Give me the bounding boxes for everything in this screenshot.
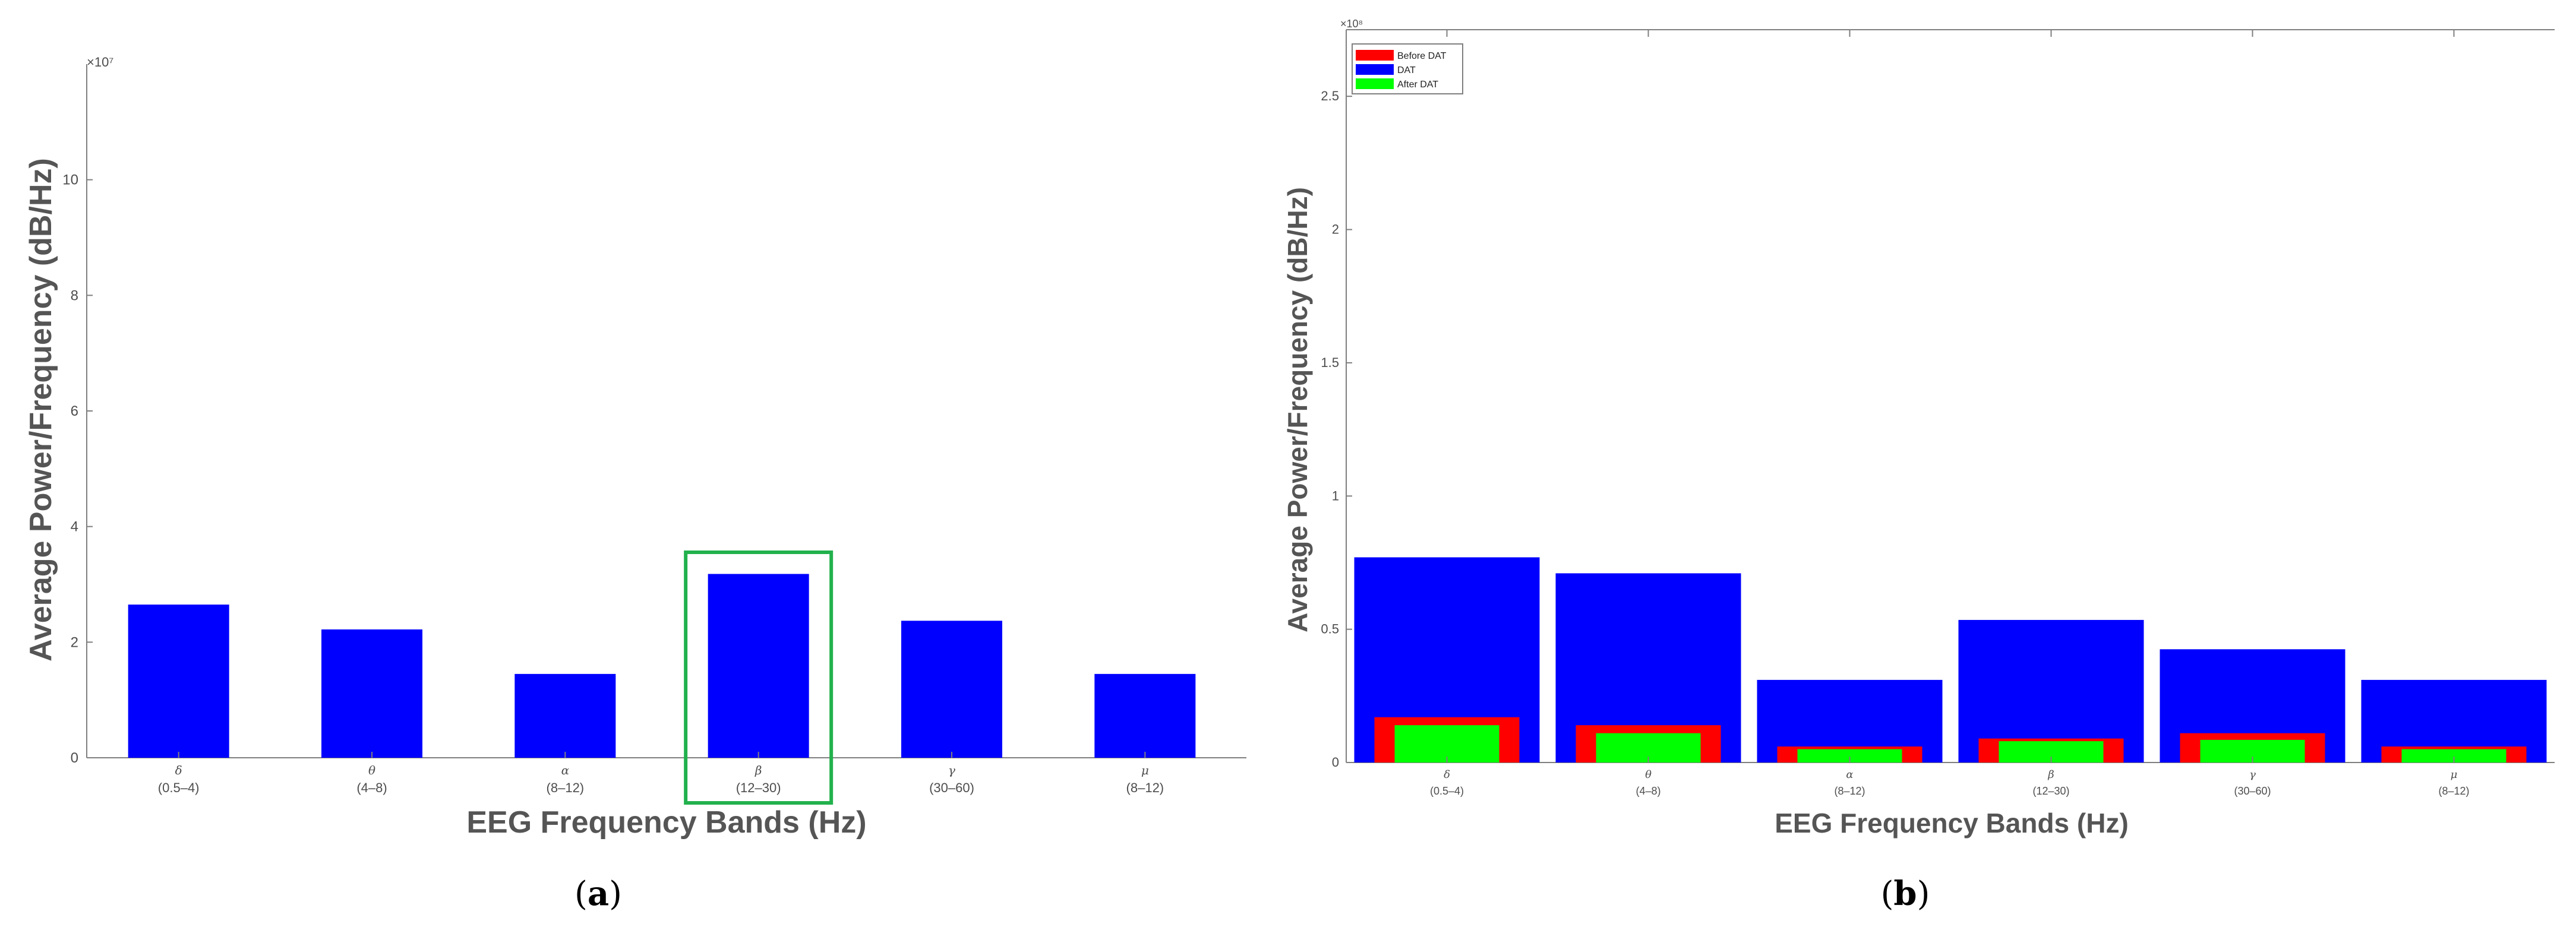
y-exponent-label: ×10⁷ — [87, 55, 113, 69]
x-tick-symbol: δ — [175, 763, 182, 777]
x-tick-symbol: δ — [1444, 768, 1450, 781]
x-tick-range: (4–8) — [1636, 785, 1660, 797]
y-tick-label: 4 — [71, 519, 78, 535]
x-axis-title: EEG Frequency Bands (Hz) — [466, 805, 866, 840]
caption-b: (b) — [1881, 874, 1930, 913]
y-exponent-label: ×10⁸ — [1340, 18, 1363, 30]
legend-swatch-2 — [1356, 78, 1394, 89]
y-axis-title: Average Power/Frequency (dB/Hz) — [1282, 187, 1313, 632]
y-axis-title: Average Power/Frequency (dB/Hz) — [24, 158, 58, 662]
y-tick-label: 8 — [71, 287, 78, 303]
y-tick-label: 0.5 — [1321, 622, 1339, 637]
legend-label-2: After DAT — [1397, 80, 1438, 90]
y-tick-label: 10 — [62, 172, 78, 188]
highlight-box — [684, 550, 834, 805]
y-tick-label: 1.5 — [1321, 355, 1339, 370]
x-axis-title: EEG Frequency Bands (Hz) — [1775, 808, 2129, 839]
x-tick-symbol: θ — [368, 763, 375, 777]
x-tick-range: (4–8) — [356, 780, 387, 795]
caption-a: (a) — [574, 874, 622, 913]
legend-swatch-0 — [1356, 50, 1394, 61]
x-tick-symbol: α — [1846, 768, 1853, 781]
x-tick-range: (12–30) — [2032, 785, 2069, 797]
legend-label-1: DAT — [1397, 65, 1416, 75]
x-tick-symbol: β — [2047, 768, 2054, 781]
x-tick-range: (0.5–4) — [158, 780, 200, 795]
bar-3060-4 — [901, 621, 1002, 758]
y-tick-label: 2.5 — [1321, 88, 1339, 103]
y-tick-label: 0 — [1332, 755, 1339, 770]
panel-b-chart: ×10⁸ 0 0.5 1 1.5 2 2.5 δ (0.5–4) θ (4–8) α (8–12) β (1… — [1282, 18, 2555, 839]
legend: Before DAT DAT After DAT — [1352, 43, 1463, 94]
legend-label-0: Before DAT — [1397, 51, 1447, 61]
x-tick-symbol: θ — [1645, 768, 1652, 781]
x-tick-range: (8–12) — [1834, 785, 1865, 797]
y-tick-label: 1 — [1332, 488, 1339, 503]
bar-812-2 — [514, 673, 616, 758]
y-tick-label: 0 — [71, 750, 78, 766]
x-tick-symbol: μ — [2451, 768, 2458, 781]
x-tick-range: (0.5–4) — [1430, 785, 1464, 797]
bar-after-dat-5 — [2401, 749, 2506, 763]
x-tick-symbol: γ — [2249, 768, 2256, 781]
bar-after-dat-0 — [1394, 725, 1499, 763]
x-tick-range: (30–60) — [2234, 785, 2271, 797]
bar-after-dat-2 — [1797, 749, 1902, 763]
bar-054-0 — [128, 605, 229, 758]
x-tick-range: (30–60) — [929, 780, 974, 795]
x-tick-symbol: β — [755, 763, 762, 777]
panel-a-chart: ×10⁷ 0 2 4 6 8 10 δ (0.5–4) θ (4–8) α (8–12) β (12–30)… — [24, 55, 1246, 840]
bar-48-1 — [321, 629, 422, 758]
x-tick-range: (12–30) — [736, 780, 781, 795]
x-tick-symbol: α — [561, 763, 570, 777]
x-tick-symbol: γ — [948, 763, 955, 777]
bar-812-5 — [1094, 673, 1196, 758]
y-tick-label: 2 — [71, 634, 78, 650]
x-tick-range: (8–12) — [2438, 785, 2469, 797]
bar-1230-3 — [708, 574, 809, 758]
x-tick-range: (8–12) — [1126, 780, 1164, 795]
x-tick-range: (8–12) — [547, 780, 585, 795]
y-tick-label: 2 — [1332, 222, 1339, 237]
y-tick-label: 6 — [71, 403, 78, 419]
x-tick-symbol: μ — [1141, 763, 1149, 777]
legend-swatch-1 — [1356, 64, 1394, 75]
